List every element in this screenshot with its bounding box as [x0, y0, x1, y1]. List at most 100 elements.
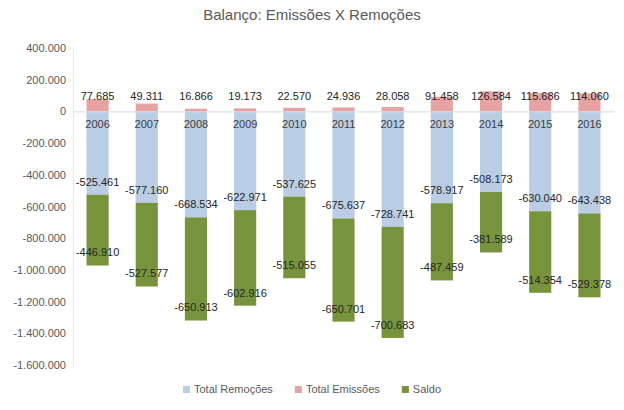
x-tick-label: 2012	[380, 118, 404, 130]
data-label: -668.534	[174, 198, 217, 210]
y-tick: -400.000	[23, 169, 73, 181]
y-axis-line	[73, 49, 74, 366]
data-label: 24.936	[327, 90, 361, 102]
legend-label: Total Remoções	[194, 383, 273, 395]
x-tick-label: 2013	[430, 118, 454, 130]
data-label: -515.055	[273, 259, 316, 271]
x-tick-label: 2016	[577, 118, 601, 130]
x-tick-label: 2008	[184, 118, 208, 130]
y-tick: -200.000	[23, 137, 73, 149]
data-label: -622.971	[223, 191, 266, 203]
data-label: -650.701	[322, 303, 365, 315]
title: Balanço: Emissões X Remoções	[203, 6, 421, 23]
data-label: -514.354	[519, 274, 562, 286]
data-label: 91.458	[425, 90, 459, 102]
y-tick: 400.000	[26, 42, 73, 54]
bar	[283, 108, 305, 112]
y-tick: -1.600.000	[13, 359, 73, 371]
data-label: -700.683	[371, 319, 414, 331]
x-tick-label: 2015	[528, 118, 552, 130]
x-tick: 2009	[233, 111, 257, 130]
bar	[136, 104, 158, 112]
y-tick-label: -1.400.000	[13, 327, 66, 339]
x-tick: 2007	[135, 111, 159, 130]
bar	[332, 107, 354, 111]
y-tick: 0	[60, 105, 73, 117]
data-label: 77.685	[81, 90, 115, 102]
series	[87, 192, 601, 338]
y-tick-label: -600.000	[23, 201, 66, 213]
data-label: -643.438	[568, 194, 611, 206]
data-label: -529.378	[568, 278, 611, 290]
data-label: 115.686	[521, 90, 560, 102]
legend-swatch	[402, 386, 409, 393]
data-label: -487.459	[420, 261, 463, 273]
data-label: 28.058	[376, 90, 410, 102]
y-tick-label: -1.200.000	[13, 296, 66, 308]
y-tick-label: -1.600.000	[13, 359, 66, 371]
x-tick: 2011	[332, 111, 356, 130]
x-tick-label: 2011	[332, 118, 356, 130]
x-tick: 2015	[528, 111, 552, 130]
x-tick-label: 2010	[282, 118, 306, 130]
y-tick-label: -1.000.000	[13, 264, 66, 276]
x-tick: 2010	[282, 111, 306, 130]
data-label: -525.461	[76, 176, 119, 188]
y-tick: -800.000	[23, 232, 73, 244]
series	[87, 111, 601, 227]
data-label: -577.160	[125, 184, 168, 196]
y-tick-label: 200.000	[26, 74, 66, 86]
chart: Balanço: Emissões X Remoções 400.000 200.0…	[0, 0, 624, 410]
bar	[234, 108, 256, 111]
x-tick: 2006	[85, 111, 109, 130]
legend-item: Total Remoções	[183, 383, 273, 395]
data-labels: -525.461 -577.160 -668.534 -622.971 -537.625…	[76, 90, 611, 331]
data-label: -650.913	[174, 301, 217, 313]
legend-item: Total Emissões	[295, 383, 380, 395]
y-tick-label: -200.000	[23, 137, 66, 149]
y-tick-label: -400.000	[23, 169, 66, 181]
x-tick-label: 2009	[233, 118, 257, 130]
data-label: -381.589	[469, 233, 512, 245]
x-tick-label: 2006	[85, 118, 109, 130]
y-axis: 400.000 200.000 0 -200.000 -400.000 -600.000 -…	[13, 42, 73, 371]
y-tick-label: -800.000	[23, 232, 66, 244]
legend-swatch	[183, 386, 190, 393]
data-label: -537.625	[273, 178, 316, 190]
data-label: -602.916	[223, 287, 266, 299]
legend: Total Remoções Total Emissões Saldo	[183, 383, 441, 395]
data-label: 114.060	[570, 90, 609, 102]
data-label: -630.040	[519, 192, 562, 204]
legend-label: Total Emissões	[306, 383, 380, 395]
bars	[87, 91, 601, 338]
x-tick: 2013	[430, 111, 454, 130]
x-tick: 2016	[577, 111, 601, 130]
y-tick: -600.000	[23, 201, 73, 213]
y-tick: -1.400.000	[13, 327, 73, 339]
y-tick: 200.000	[26, 74, 73, 86]
data-label: 126.584	[471, 90, 511, 102]
x-axis-line	[74, 111, 615, 112]
data-label: -508.173	[469, 173, 512, 185]
bar	[382, 107, 404, 111]
y-tick-label: 0	[60, 105, 66, 117]
legend-label: Saldo	[413, 383, 441, 395]
x-tick: 2012	[380, 111, 404, 130]
data-label: 22.570	[277, 90, 311, 102]
data-label: -446.910	[76, 246, 119, 258]
data-label: 49.311	[130, 90, 163, 102]
x-tick-label: 2014	[479, 118, 503, 130]
data-label: 16.866	[179, 90, 213, 102]
data-label: -728.741	[371, 208, 414, 220]
y-tick-label: 400.000	[26, 42, 66, 54]
data-label: -675.637	[322, 199, 365, 211]
data-label: -578.917	[420, 184, 463, 196]
legend-swatch	[295, 386, 302, 393]
bar	[185, 109, 207, 112]
data-label: -527.577	[125, 267, 168, 279]
x-tick: 2014	[479, 111, 503, 130]
x-axis: 2006 2007 2008 2009 2010 2011 2012 2013 2014 2015…	[74, 111, 615, 130]
legend-item: Saldo	[402, 383, 441, 395]
x-tick: 2008	[184, 111, 208, 130]
data-label: 19.173	[228, 90, 262, 102]
